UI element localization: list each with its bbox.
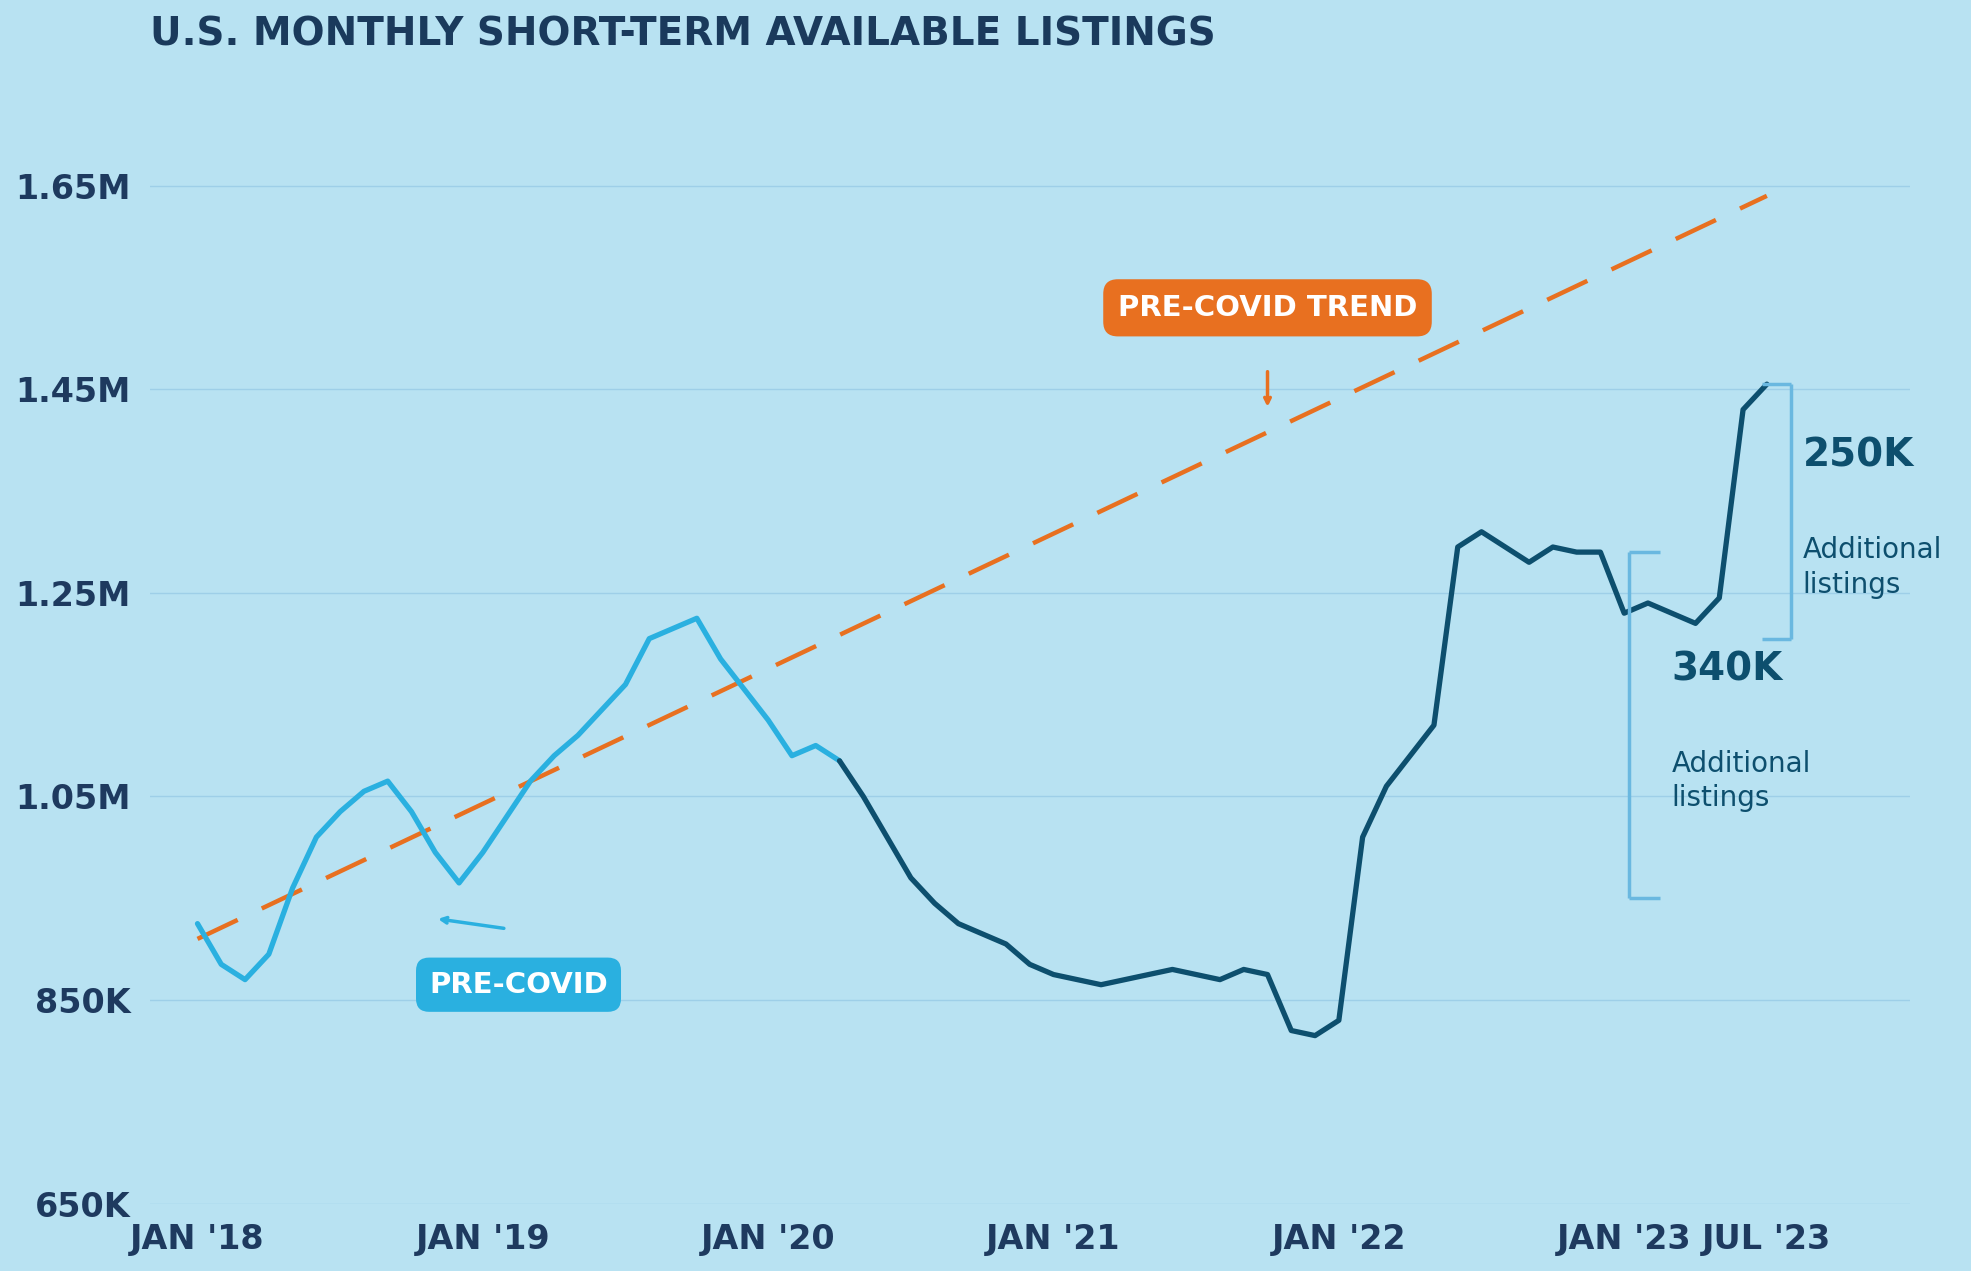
Text: PRE-COVID TREND: PRE-COVID TREND xyxy=(1118,294,1417,322)
Text: U.S. MONTHLY SHORT-TERM AVAILABLE LISTINGS: U.S. MONTHLY SHORT-TERM AVAILABLE LISTIN… xyxy=(150,15,1216,53)
Text: 340K: 340K xyxy=(1671,651,1784,688)
Text: 250K: 250K xyxy=(1803,436,1914,474)
Text: PRE-COVID: PRE-COVID xyxy=(430,971,607,999)
Text: Additional
listings: Additional listings xyxy=(1671,750,1811,812)
Text: Additional
listings: Additional listings xyxy=(1803,536,1941,599)
